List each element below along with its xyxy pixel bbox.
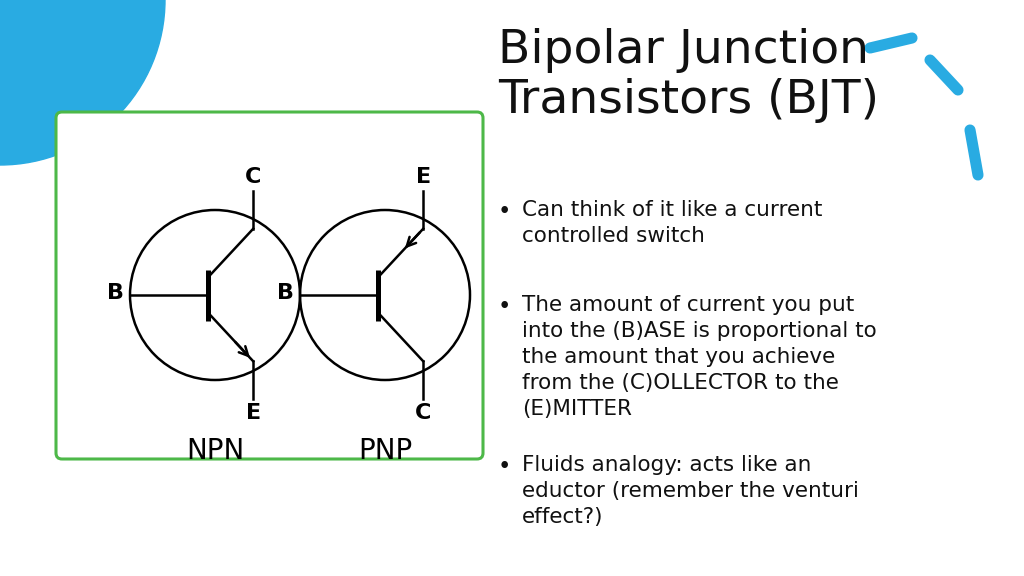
Text: NPN: NPN [186, 437, 244, 465]
Text: C: C [245, 167, 261, 187]
Circle shape [0, 0, 165, 165]
Text: B: B [278, 283, 294, 303]
Text: E: E [416, 167, 431, 187]
Text: B: B [106, 283, 124, 303]
Text: Bipolar Junction
Transistors (BJT): Bipolar Junction Transistors (BJT) [498, 28, 879, 123]
Text: •: • [498, 295, 511, 318]
Text: •: • [498, 200, 511, 223]
Text: E: E [246, 403, 261, 423]
Text: PNP: PNP [357, 437, 412, 465]
Text: •: • [498, 455, 511, 478]
Text: The amount of current you put
into the (B)ASE is proportional to
the amount that: The amount of current you put into the (… [522, 295, 877, 419]
FancyBboxPatch shape [56, 112, 483, 459]
Text: C: C [415, 403, 431, 423]
Text: Can think of it like a current
controlled switch: Can think of it like a current controlle… [522, 200, 822, 246]
Text: Fluids analogy: acts like an
eductor (remember the venturi
effect?): Fluids analogy: acts like an eductor (re… [522, 455, 859, 527]
